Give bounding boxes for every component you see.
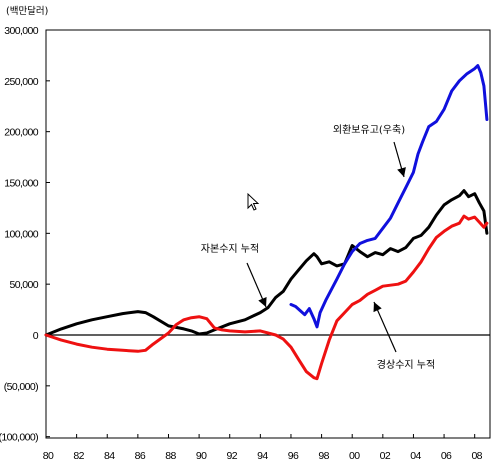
y-tick-label: 100,000 xyxy=(4,228,39,240)
unit-label: (백만달러) xyxy=(6,5,48,17)
plot-frame-layer xyxy=(45,29,491,439)
x-axis-tick-labels: 80 82 84 86 88 90 92 94 96 98 00 02 04 06 08 xyxy=(43,434,483,462)
x-tick-label: 80 xyxy=(43,450,54,462)
current-account-cumulative-line xyxy=(44,214,489,381)
fx-reserves-line xyxy=(289,64,489,329)
x-tick-label: 92 xyxy=(226,450,237,462)
x-tick-label: 04 xyxy=(410,450,421,462)
y-axis-tick-labels: 300,000 250,000 200,000 150,000 100,000 50,00… xyxy=(0,25,50,444)
y-tick-label: 200,000 xyxy=(4,127,39,139)
y-tick-label: (100,000) xyxy=(0,432,38,444)
x-tick-label: 90 xyxy=(196,450,207,462)
capital-account-cumulative-line xyxy=(44,189,489,337)
plot-frame xyxy=(45,29,491,439)
current-account-annotation: 경상수지 누적 xyxy=(377,358,435,371)
fx-reserves-annotation: 외환보유고(우축) xyxy=(333,124,405,136)
annotation-arrowhead xyxy=(397,167,406,177)
mouse-cursor-icon xyxy=(247,192,260,211)
y-tick-label: 0 xyxy=(33,330,39,342)
y-tick-label: (50,000) xyxy=(4,381,38,393)
y-tick-label: 150,000 xyxy=(4,178,39,190)
x-tick-label: 98 xyxy=(318,450,329,462)
annotation-leader-line xyxy=(373,301,397,353)
x-tick-label: 88 xyxy=(165,450,176,462)
x-tick-label: 94 xyxy=(257,450,268,462)
x-tick-label: 06 xyxy=(441,450,452,462)
x-tick-label: 02 xyxy=(380,450,391,462)
series-layer xyxy=(44,64,489,381)
y-tick-label: 300,000 xyxy=(4,25,39,37)
annotation-arrowhead xyxy=(258,297,267,307)
x-tick-label: 82 xyxy=(73,450,84,462)
x-tick-label: 08 xyxy=(471,450,482,462)
x-tick-label: 84 xyxy=(104,450,115,462)
capital-account-annotation: 자본수지 누적 xyxy=(201,243,259,255)
x-tick-label: 00 xyxy=(349,450,360,462)
annotation-arrowhead xyxy=(373,302,382,313)
y-tick-label: 50,000 xyxy=(9,279,38,291)
x-tick-label: 86 xyxy=(135,450,146,462)
x-tick-label: 96 xyxy=(288,450,299,462)
y-tick-label: 250,000 xyxy=(4,76,39,88)
